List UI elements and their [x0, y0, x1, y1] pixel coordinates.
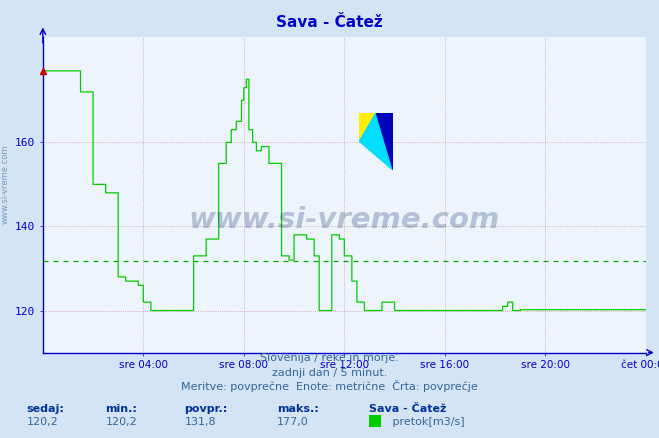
- Polygon shape: [359, 113, 393, 170]
- Text: min.:: min.:: [105, 404, 137, 414]
- Text: www.si-vreme.com: www.si-vreme.com: [1, 144, 10, 224]
- Text: Slovenija / reke in morje.: Slovenija / reke in morje.: [260, 353, 399, 364]
- Text: 120,2: 120,2: [105, 417, 137, 427]
- Text: pretok[m3/s]: pretok[m3/s]: [389, 417, 465, 427]
- Text: Sava - Čatež: Sava - Čatež: [369, 404, 446, 414]
- Polygon shape: [359, 113, 376, 141]
- Polygon shape: [376, 113, 393, 170]
- Text: www.si-vreme.com: www.si-vreme.com: [188, 206, 500, 234]
- Text: 177,0: 177,0: [277, 417, 308, 427]
- Text: sedaj:: sedaj:: [26, 404, 64, 414]
- Text: maks.:: maks.:: [277, 404, 318, 414]
- Text: 131,8: 131,8: [185, 417, 216, 427]
- Text: zadnji dan / 5 minut.: zadnji dan / 5 minut.: [272, 368, 387, 378]
- Text: povpr.:: povpr.:: [185, 404, 228, 414]
- Text: Sava - Čatež: Sava - Čatež: [276, 15, 383, 30]
- Text: Meritve: povprečne  Enote: metrične  Črta: povprečje: Meritve: povprečne Enote: metrične Črta:…: [181, 380, 478, 392]
- Text: 120,2: 120,2: [26, 417, 58, 427]
